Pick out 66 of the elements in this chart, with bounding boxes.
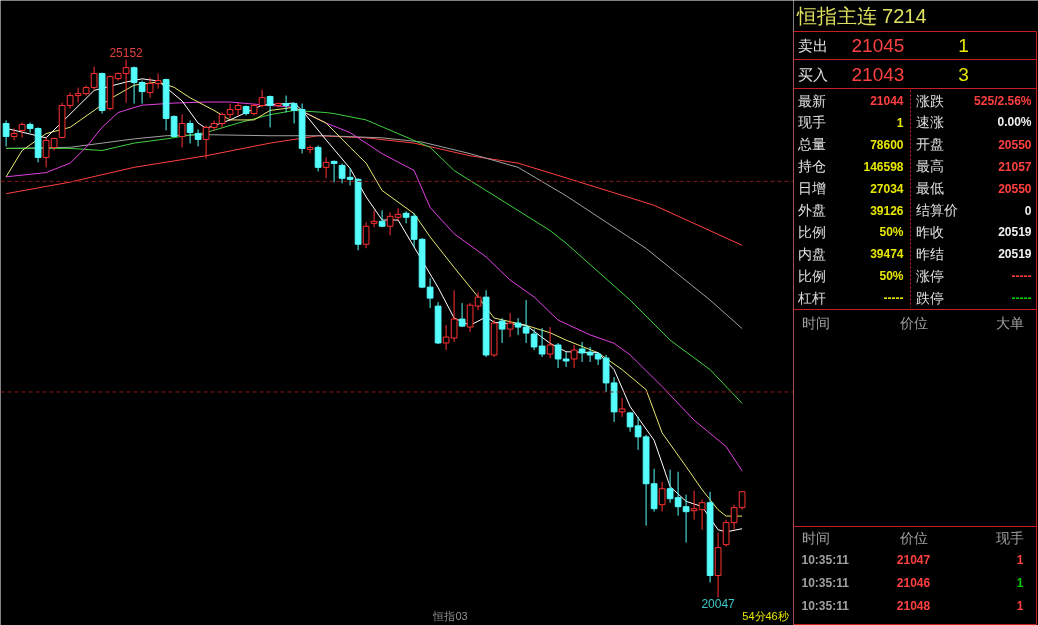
text: 525/2.56% bbox=[974, 93, 1032, 108]
text: 10:35:11 bbox=[801, 575, 850, 590]
text: 结算价 bbox=[915, 202, 958, 218]
text: 21046 bbox=[896, 576, 931, 590]
text: 20519 bbox=[998, 225, 1032, 240]
text: 时间 bbox=[801, 529, 830, 546]
text: 比例 bbox=[797, 223, 826, 240]
text: 10:35:11 bbox=[801, 598, 850, 613]
text: 价位 bbox=[898, 314, 928, 331]
text: 1 bbox=[1016, 553, 1024, 567]
text: 恒指主连 7214 bbox=[795, 4, 927, 27]
text: 20550 bbox=[998, 137, 1032, 152]
text: 21057 bbox=[998, 159, 1032, 174]
text: 21045 bbox=[851, 35, 905, 56]
text: ----- bbox=[1011, 269, 1032, 284]
text: 开盘 bbox=[915, 136, 944, 153]
text: 39126 bbox=[870, 203, 904, 218]
text: 1 bbox=[1016, 576, 1024, 590]
text: 时间 bbox=[801, 314, 830, 331]
text: 大单 bbox=[995, 314, 1024, 331]
text: 1 bbox=[1016, 599, 1024, 613]
text: 昨结 bbox=[915, 245, 944, 262]
text: ----- bbox=[1011, 291, 1032, 306]
text: 买入 bbox=[797, 66, 828, 83]
text: 1 bbox=[958, 35, 969, 56]
text: 3 bbox=[958, 64, 969, 85]
text: 比例 bbox=[797, 267, 826, 284]
text: 50% bbox=[879, 268, 904, 283]
text: 0 bbox=[1024, 203, 1032, 218]
text: 速涨 bbox=[915, 114, 944, 131]
text: 现手 bbox=[995, 529, 1024, 546]
text: 总量 bbox=[796, 136, 826, 153]
text: 卖出 bbox=[797, 37, 828, 54]
text: 涨停 bbox=[915, 267, 944, 284]
text: 日增 bbox=[797, 180, 826, 197]
annotation: 25152 bbox=[109, 45, 144, 60]
text: 27034 bbox=[870, 181, 904, 196]
text: 21043 bbox=[851, 64, 905, 85]
text: 最新 bbox=[797, 92, 826, 109]
annotation: 20047 bbox=[701, 596, 736, 611]
text: 50% bbox=[879, 224, 904, 239]
text: 恒指03 bbox=[432, 609, 468, 622]
text: 价位 bbox=[898, 529, 928, 546]
text: ----- bbox=[883, 291, 904, 306]
text: 20550 bbox=[998, 181, 1032, 196]
text: 21044 bbox=[870, 94, 904, 108]
text: 1 bbox=[896, 115, 904, 130]
text: 20519 bbox=[998, 247, 1032, 262]
text: 杠杆 bbox=[796, 289, 826, 306]
text: 21047 bbox=[896, 553, 931, 567]
text: 146598 bbox=[863, 159, 904, 174]
text: 54分46秒 bbox=[742, 609, 789, 622]
text: 昨收 bbox=[915, 223, 944, 240]
text: 21048 bbox=[896, 599, 931, 613]
text: 10:35:11 bbox=[801, 552, 850, 567]
text: 39474 bbox=[870, 247, 904, 262]
text: 持仓 bbox=[797, 158, 826, 175]
text: 外盘 bbox=[797, 202, 826, 218]
text: 涨跌 bbox=[915, 92, 944, 109]
text: 内盘 bbox=[797, 245, 826, 262]
text: 最低 bbox=[915, 180, 944, 197]
text: 跌停 bbox=[915, 289, 944, 306]
text: 最高 bbox=[915, 158, 944, 175]
text: 78600 bbox=[870, 137, 904, 152]
text: 现手 bbox=[797, 114, 826, 131]
text: 0.00% bbox=[997, 115, 1032, 130]
